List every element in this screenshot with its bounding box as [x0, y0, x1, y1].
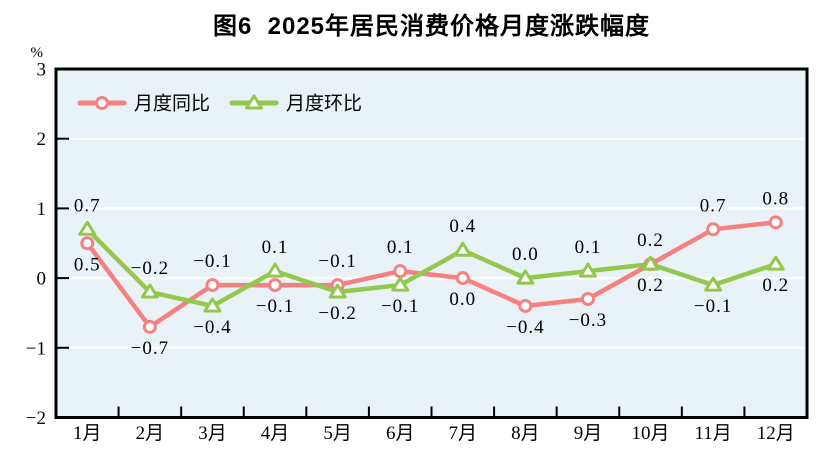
- data-label: 0.2: [637, 275, 664, 296]
- gridlines: [58, 137, 805, 350]
- legend-label-1: 月度环比: [286, 93, 362, 115]
- triangle-marker: [641, 255, 660, 271]
- data-label: 0.4: [449, 216, 476, 237]
- x-tick-label: 11月: [694, 423, 731, 444]
- legend-label-0: 月度同比: [134, 93, 210, 115]
- data-label: −0.4: [506, 317, 544, 338]
- y-tick-label: 1: [37, 199, 47, 220]
- triangle-marker: [78, 220, 97, 236]
- circle-marker: [518, 298, 533, 313]
- data-label: 0.2: [637, 230, 664, 251]
- data-label: 0.5: [74, 254, 101, 275]
- y-tick-label: 3: [37, 60, 47, 81]
- data-label: 0.8: [762, 188, 789, 209]
- x-tick-label: 9月: [574, 423, 603, 444]
- data-label: 0.0: [512, 244, 539, 265]
- y-tick-label: 2: [37, 129, 47, 150]
- data-label: −0.2: [131, 258, 169, 279]
- x-tick-label: 12月: [757, 423, 795, 444]
- y-tick-label: −1: [26, 338, 46, 359]
- data-label: 0.1: [387, 237, 414, 258]
- chart-title: 图6 2025年居民消费价格月度涨跌幅度: [212, 13, 651, 40]
- triangle-marker: [203, 297, 222, 313]
- circle-marker: [455, 271, 470, 286]
- series-markers-1: [78, 220, 785, 313]
- plot-area: [54, 67, 809, 419]
- triangle-marker: [391, 276, 410, 292]
- x-tick-label: 1月: [73, 423, 102, 444]
- series-line-0: [85, 220, 778, 330]
- series-labels-0: 0.5−0.7−0.1−0.1−0.10.10.0−0.4 −0.30.20.7 0…: [74, 188, 789, 359]
- y-axis-unit-label: %: [31, 45, 44, 61]
- data-label: 0.0: [449, 289, 476, 310]
- circle-marker: [393, 264, 408, 279]
- x-tick-label: 2月: [136, 423, 165, 444]
- data-label: 0.1: [575, 237, 602, 258]
- y-tick-label: 0: [37, 269, 47, 290]
- circle-marker: [142, 319, 157, 334]
- series-line-1: [85, 227, 778, 309]
- circle-marker: [580, 292, 595, 307]
- legend: 月度同比 月度环比: [77, 93, 362, 115]
- circle-marker: [706, 222, 721, 237]
- triangle-marker: [704, 276, 723, 292]
- triangle-marker: [140, 283, 159, 299]
- data-label: 0.7: [700, 195, 727, 216]
- x-tick-label: 8月: [511, 423, 540, 444]
- data-label: 0.1: [262, 237, 289, 258]
- triangle-marker: [766, 255, 785, 271]
- circle-marker: [205, 278, 220, 293]
- data-label: −0.1: [256, 296, 294, 317]
- x-tick-label: 4月: [261, 423, 290, 444]
- triangle-marker: [266, 262, 285, 278]
- data-label: −0.4: [193, 317, 231, 338]
- data-label: −0.7: [131, 338, 169, 359]
- data-label: 0.7: [74, 195, 101, 216]
- legend-circle-icon: [95, 96, 109, 110]
- x-tick-label: 10月: [632, 423, 670, 444]
- circle-marker: [768, 215, 783, 230]
- x-tick-label: 6月: [386, 423, 415, 444]
- legend-triangle-icon: [245, 94, 263, 110]
- x-tick-label: 3月: [198, 423, 227, 444]
- triangle-marker: [453, 241, 472, 257]
- triangle-marker: [328, 283, 347, 299]
- data-label: −0.2: [318, 303, 356, 324]
- data-label: −0.3: [569, 310, 607, 331]
- data-label: −0.1: [193, 251, 231, 272]
- axis-ticks: [57, 137, 746, 416]
- x-axis: 1月 2月 3月 4月 5月 6月 7月 8月 9月 10月 11月 12月: [73, 423, 795, 444]
- data-label: −0.1: [381, 296, 419, 317]
- y-tick-label: −2: [26, 408, 46, 429]
- series-labels-1: 0.7 −0.2 −0.4 0.1 −0.2 −0.1 0.4 0.0 0.1 0.2 −0.1 0.…: [74, 195, 789, 338]
- triangle-marker: [516, 269, 535, 285]
- x-tick-label: 5月: [323, 423, 352, 444]
- data-label: 0.2: [762, 275, 789, 296]
- circle-marker: [80, 236, 95, 251]
- data-label: −0.1: [318, 251, 356, 272]
- y-axis: 3 2 1 0 −1 −2%: [26, 45, 46, 429]
- triangle-marker: [578, 262, 597, 278]
- data-label: −0.1: [694, 296, 732, 317]
- circle-marker: [268, 278, 283, 293]
- x-tick-label: 7月: [449, 423, 478, 444]
